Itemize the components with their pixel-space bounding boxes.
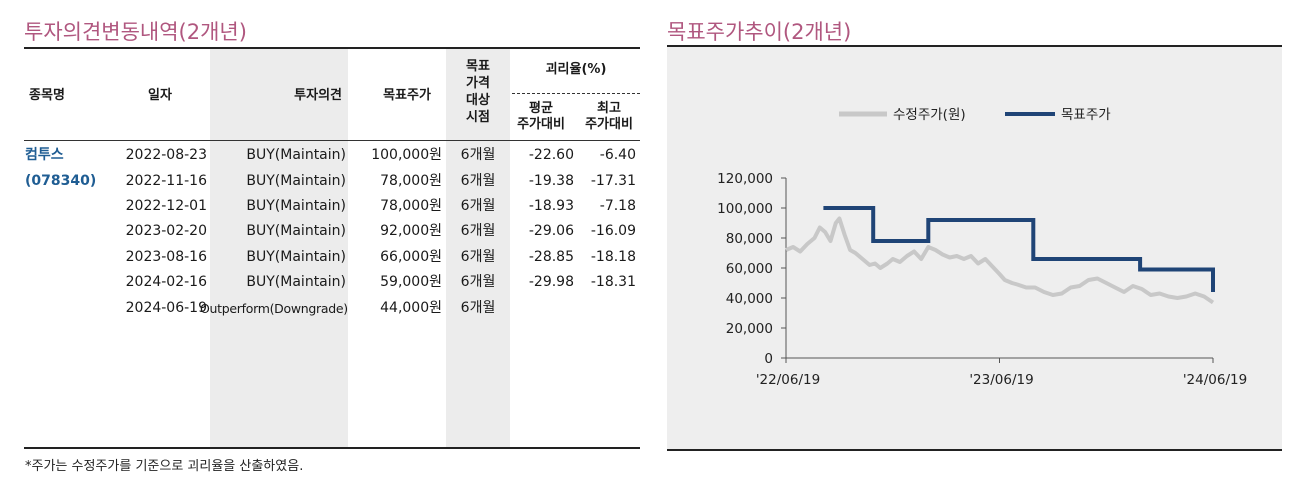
chart-top-rule [667,45,1282,47]
right-section-title: 목표주가추이(2개년) [667,20,852,44]
header-avg: 평균 주가대비 [508,101,574,133]
row-opinion: BUY(Maintain) [246,147,346,163]
row-target: 59,000원 [380,274,442,290]
row-basis: 6개월 [460,173,496,189]
row-basis: 6개월 [460,198,496,214]
header-date: 일자 [148,88,172,103]
row-date: 2023-02-20 [125,223,207,239]
row-date: 2024-02-16 [125,274,207,290]
header-basis-line: 목표 [466,59,490,74]
header-avg-line: 주가대비 [517,117,565,132]
header-avg-line: 평균 [529,101,553,116]
row-basis: 6개월 [460,249,496,265]
row-basis: 6개월 [460,274,496,290]
header-opinion: 투자의견 [294,88,342,103]
row-avg: -28.85 [528,249,574,265]
row-date: 2022-11-16 [125,173,207,189]
chart-bottom-rule [667,449,1282,451]
row-target: 92,000원 [380,223,442,239]
row-avg: -29.06 [528,223,574,239]
header-bottom-rule [24,140,640,141]
row-max: -18.18 [590,249,636,265]
row-date: 2024-06-19 [125,300,207,316]
x-axis: '22/06/19 '23/06/19 '24/06/19 [756,357,1247,388]
row-opinion: BUY(Maintain) [246,249,346,265]
price-series-line [785,216,1215,305]
left-section-title: 투자의견변동내역(2개년) [24,20,247,44]
y-axis: 0 20,000 40,000 60,000 80,000 100,000 120,000 [717,171,787,367]
legend-label-target: 목표주가 [1061,107,1111,123]
table-top-rule [24,47,640,49]
header-basis-line: 시점 [466,110,490,125]
header-basis-line: 가격 [466,76,490,91]
row-date: 2022-12-01 [125,198,207,214]
row-opinion: BUY(Maintain) [246,223,346,239]
row-basis: 6개월 [460,147,496,163]
row-opinion: Outperform(Downgrade) [200,301,348,316]
x-tick-label: '24/06/19 [1183,372,1247,388]
target-price-series-line [823,206,1215,292]
legend-label-price: 수정주가(원) [893,107,966,123]
basis-column-shade [446,49,510,447]
price-chart: 수정주가(원) 목표주가 0 20,000 40,000 60,000 80,000 10… [717,107,1247,388]
gap-divider [512,93,640,94]
row-date: 2022-08-23 [125,147,207,163]
chart-panel: 수정주가(원) 목표주가 0 20,000 40,000 60,000 80,000 10… [667,47,1282,449]
row-target: 44,000원 [380,300,442,316]
company-code: (078340) [25,173,97,189]
table-bottom-rule [24,447,640,449]
y-tick-label: 120,000 [717,171,773,187]
row-avg: -18.93 [528,198,574,214]
y-tick-label: 60,000 [726,261,773,277]
y-tick-label: 40,000 [726,291,773,307]
row-max: -16.09 [590,223,636,239]
y-tick-label: 100,000 [717,201,773,217]
y-tick-label: 20,000 [726,321,773,337]
row-avg: -19.38 [528,173,574,189]
row-date: 2023-08-16 [125,249,207,265]
row-opinion: BUY(Maintain) [246,198,346,214]
row-max: -18.31 [590,274,636,290]
row-max: -17.31 [590,173,636,189]
y-tick-label: 0 [764,351,773,367]
x-tick-label: '23/06/19 [969,372,1033,388]
row-basis: 6개월 [460,223,496,239]
row-opinion: BUY(Maintain) [246,274,346,290]
footnote: *주가는 수정주가를 기준으로 괴리율을 산출하였음. [25,459,304,474]
y-tick-label: 80,000 [726,231,773,247]
header-basis: 목표 가격 대상 시점 [446,58,510,126]
header-max-line: 최고 [597,101,621,116]
header-max-line: 주가대비 [585,117,633,132]
row-max: -6.40 [599,147,636,163]
x-tick-label: '22/06/19 [756,372,820,388]
row-target: 66,000원 [380,249,442,265]
header-basis-line: 대상 [466,93,490,108]
opinion-column-shade [210,49,348,447]
series-layer [785,206,1215,305]
header-gap: 괴리율(%) [545,62,607,77]
row-target: 78,000원 [380,173,442,189]
header-max: 최고 주가대비 [576,101,642,133]
row-opinion: BUY(Maintain) [246,173,346,189]
header-target: 목표주가 [383,88,431,103]
row-target: 100,000원 [371,147,442,163]
header-stock: 종목명 [29,88,65,103]
chart-legend: 수정주가(원) 목표주가 [839,107,1111,123]
row-basis: 6개월 [460,300,496,316]
company-name: 컴투스 [25,147,64,163]
row-avg: -29.98 [528,274,574,290]
row-avg: -22.60 [528,147,574,163]
row-max: -7.18 [599,198,636,214]
row-target: 78,000원 [380,198,442,214]
